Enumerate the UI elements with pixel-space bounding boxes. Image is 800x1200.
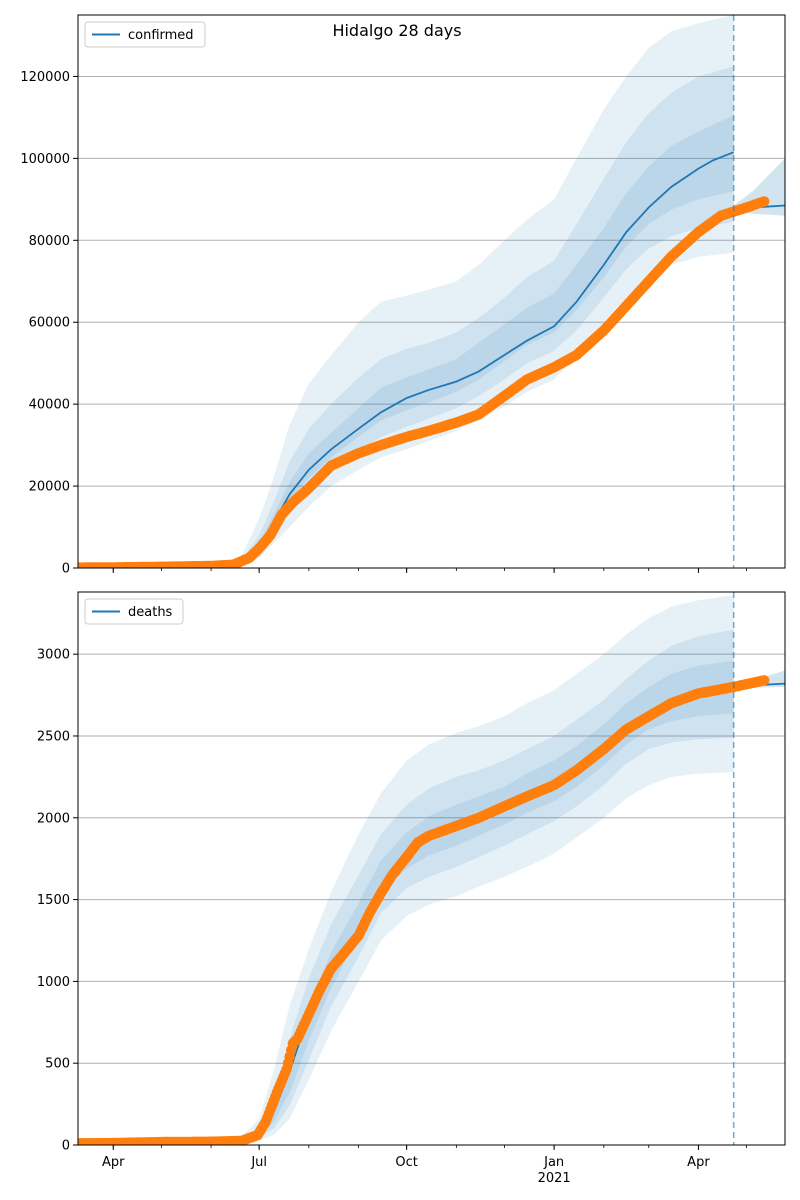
forecast-band	[733, 158, 785, 216]
x-tick-label: Apr	[102, 1155, 125, 1170]
figure-title: Hidalgo 28 days	[332, 21, 461, 40]
observed-point	[759, 675, 770, 686]
x-tick-sublabel: 2021	[538, 1171, 571, 1186]
band-outer	[241, 595, 734, 1144]
band-inner	[241, 660, 734, 1142]
legend: confirmed	[84, 21, 206, 48]
y-tick-label: 0	[62, 1139, 70, 1154]
band-inner	[241, 115, 734, 565]
legend: deaths	[84, 598, 184, 625]
x-tick-label: Apr	[687, 1155, 710, 1170]
x-tick-label: Jan	[543, 1155, 564, 1170]
observed-series	[78, 196, 770, 568]
y-tick-label: 100000	[20, 152, 70, 167]
y-tick-label: 3000	[37, 648, 70, 663]
y-tick-label: 80000	[29, 234, 70, 249]
x-tick-label: Oct	[395, 1155, 417, 1170]
band-middle	[241, 629, 734, 1143]
y-tick-label: 40000	[29, 398, 70, 413]
y-tick-label: 2000	[37, 811, 70, 826]
legend-label: deaths	[128, 605, 173, 620]
confirmed-panel: 0 20000 40000 60000 80000 100000 120000 confirm…	[20, 14, 786, 577]
y-tick-label: 0	[62, 562, 70, 577]
y-tick-label: 60000	[29, 316, 70, 331]
y-tick-label: 1500	[37, 893, 70, 908]
plot-area	[78, 15, 785, 568]
y-tick-label: 2500	[37, 729, 70, 744]
deaths-panel: 0 500 1000 1500 2000 2500 3000 deaths	[37, 591, 786, 1154]
band-middle	[241, 66, 734, 566]
axes-frame	[77, 14, 786, 569]
plot-area	[78, 595, 785, 1145]
y-tick-label: 1000	[37, 975, 70, 990]
y-tick-label: 20000	[29, 480, 70, 495]
legend-box	[84, 21, 206, 48]
y-tick-label: 500	[45, 1057, 70, 1072]
y-tick-label: 120000	[20, 70, 70, 85]
band-outer	[241, 15, 734, 566]
legend-box	[84, 598, 184, 625]
observed-point	[759, 196, 770, 207]
axes-frame	[77, 591, 786, 1146]
observed-series	[78, 675, 770, 1145]
x-tick-label: Jul	[250, 1155, 267, 1170]
legend-label: confirmed	[128, 28, 194, 43]
